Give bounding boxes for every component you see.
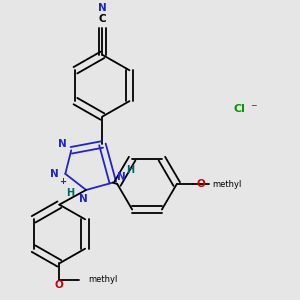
Text: +: + [59,177,66,186]
Text: N: N [79,194,88,204]
Text: O: O [196,179,205,189]
Text: N: N [58,139,67,149]
Text: ⁻: ⁻ [250,103,257,116]
Text: O: O [55,280,64,290]
Text: H: H [66,188,74,199]
Text: N: N [50,169,58,179]
Text: methyl: methyl [88,275,118,284]
Text: N: N [98,3,107,13]
Text: N: N [117,172,125,182]
Text: H: H [126,165,134,175]
Text: C: C [99,14,106,24]
Text: Cl: Cl [233,104,245,114]
Text: methyl: methyl [212,180,241,189]
